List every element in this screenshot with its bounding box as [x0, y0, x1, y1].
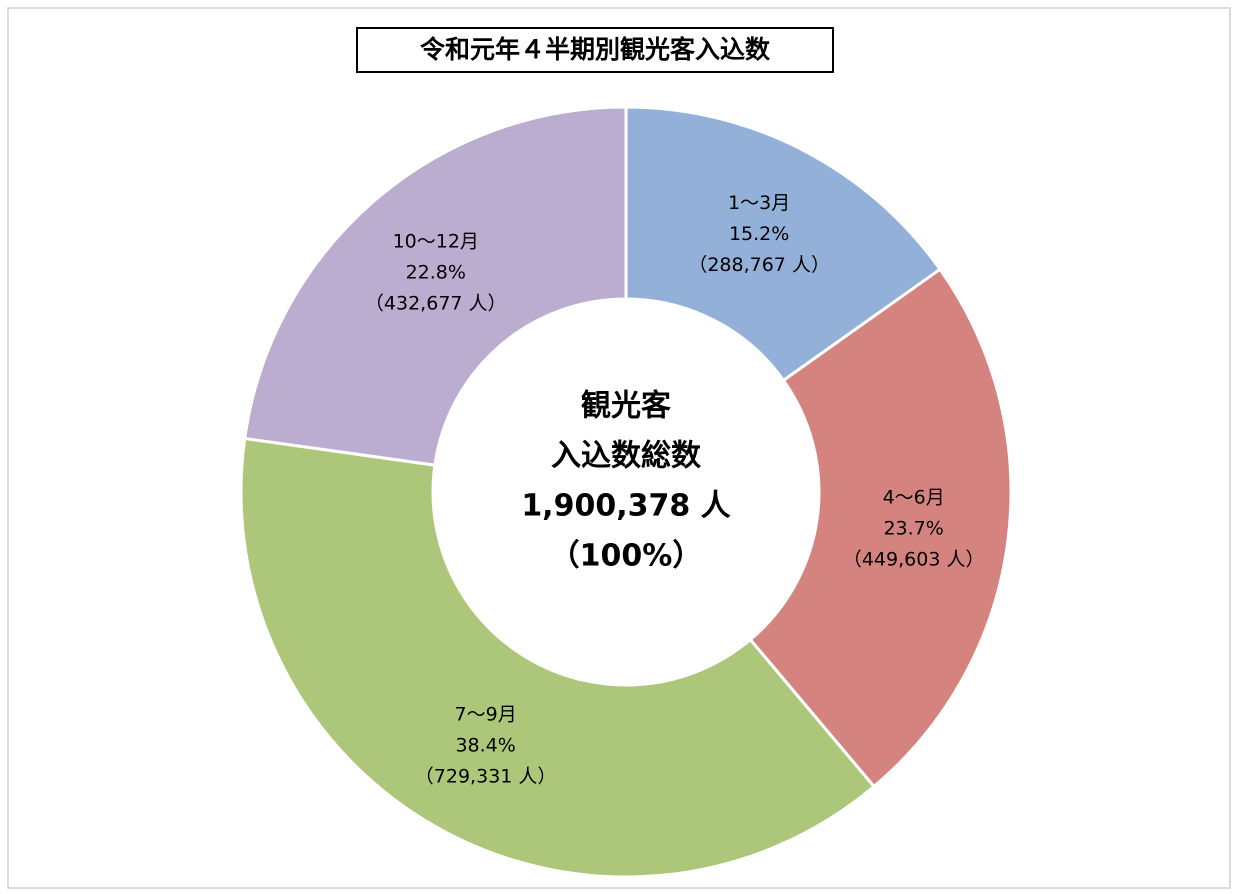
donut-slice [239, 436, 877, 879]
center-text: 1,900,378 人 [521, 489, 730, 524]
slice-count: （288,767 人） [688, 254, 830, 276]
donut-slice [748, 267, 1013, 789]
donut-slice [624, 105, 943, 383]
center-text: （100%） [550, 539, 703, 574]
slice-percent: 38.4% [455, 734, 515, 756]
center-text: 観光客 [581, 389, 671, 424]
slice-count: （432,677 人） [365, 293, 507, 315]
slice-percent: 22.8% [406, 262, 466, 284]
slice-category: 1～3月 [728, 192, 790, 214]
center-text: 入込数総数 [551, 439, 702, 474]
slice-category: 7～9月 [455, 703, 517, 725]
slice-count: （729,331 人） [415, 765, 557, 787]
title-box [356, 27, 834, 73]
slice-count: （449,603 人） [843, 548, 985, 570]
slice-category: 10～12月 [393, 231, 479, 253]
donut-slice [243, 105, 628, 467]
slice-percent: 15.2% [729, 223, 789, 245]
slice-percent: 23.7% [883, 517, 943, 539]
slice-category: 4～6月 [883, 486, 945, 508]
chart-title: 令和元年４半期別観光客入込数 [420, 35, 771, 64]
